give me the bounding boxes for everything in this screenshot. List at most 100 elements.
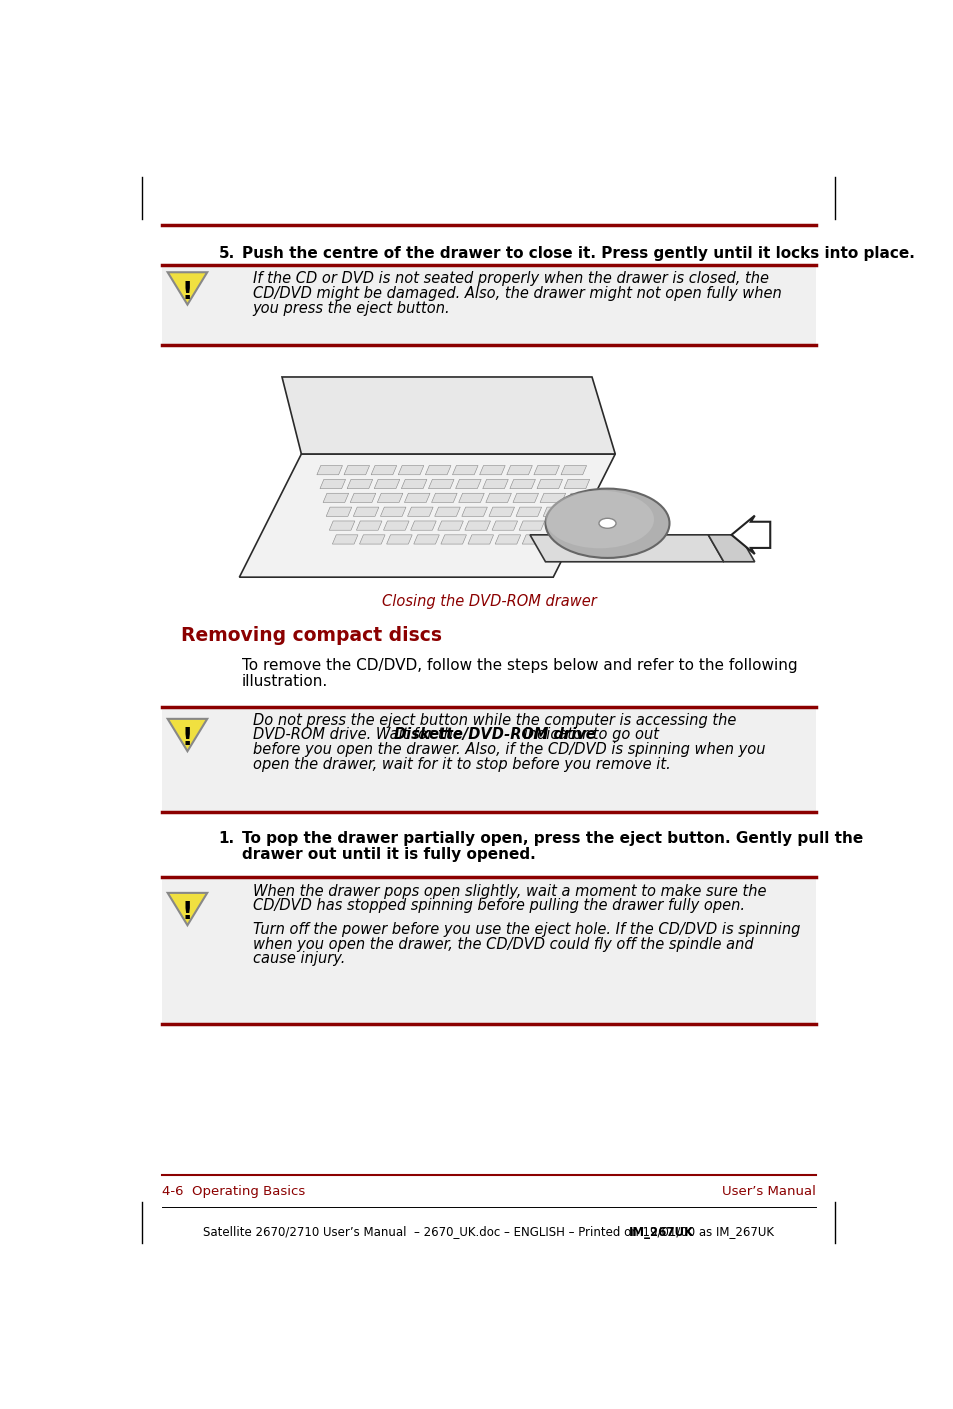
Polygon shape (567, 493, 592, 503)
Polygon shape (425, 465, 451, 475)
Text: cause injury.: cause injury. (253, 951, 345, 967)
Polygon shape (332, 535, 357, 544)
Text: If the CD or DVD is not seated properly when the drawer is closed, the: If the CD or DVD is not seated properly … (253, 272, 768, 286)
Polygon shape (350, 493, 375, 503)
Text: Push the centre of the drawer to close it. Press gently until it locks into plac: Push the centre of the drawer to close i… (241, 247, 914, 261)
Text: 1.: 1. (218, 831, 234, 847)
Polygon shape (168, 272, 207, 304)
Polygon shape (329, 521, 355, 530)
Polygon shape (479, 465, 505, 475)
Text: Satellite 2670/2710 User’s Manual  – 2670_UK.doc – ENGLISH – Printed on 19/01/00: Satellite 2670/2710 User’s Manual – 2670… (203, 1226, 774, 1239)
Polygon shape (323, 493, 348, 503)
Polygon shape (516, 507, 541, 516)
Polygon shape (534, 465, 558, 475)
Polygon shape (359, 535, 385, 544)
Polygon shape (560, 465, 586, 475)
Text: 5.: 5. (218, 247, 234, 261)
Polygon shape (344, 465, 369, 475)
Text: Do not press the eject button while the computer is accessing the: Do not press the eject button while the … (253, 713, 735, 727)
Polygon shape (518, 521, 544, 530)
Polygon shape (488, 507, 514, 516)
Text: To pop the drawer partially open, press the eject button. Gently pull the: To pop the drawer partially open, press … (241, 831, 862, 847)
Polygon shape (410, 521, 436, 530)
Polygon shape (495, 535, 520, 544)
Polygon shape (509, 479, 535, 489)
Ellipse shape (545, 490, 654, 548)
Polygon shape (407, 507, 433, 516)
Polygon shape (428, 479, 454, 489)
Polygon shape (482, 479, 508, 489)
Polygon shape (397, 465, 423, 475)
Polygon shape (239, 454, 615, 578)
Polygon shape (168, 719, 207, 751)
Ellipse shape (545, 489, 669, 558)
Polygon shape (316, 465, 342, 475)
Text: Turn off the power before you use the eject hole. If the CD/DVD is spinning: Turn off the power before you use the ej… (253, 921, 799, 937)
Polygon shape (570, 507, 596, 516)
Polygon shape (383, 521, 409, 530)
Polygon shape (485, 493, 511, 503)
Polygon shape (492, 521, 517, 530)
Text: To remove the CD/DVD, follow the steps below and refer to the following: To remove the CD/DVD, follow the steps b… (241, 658, 797, 674)
Polygon shape (542, 507, 568, 516)
Text: indicator to go out: indicator to go out (518, 727, 659, 743)
Polygon shape (539, 493, 565, 503)
Text: when you open the drawer, the CD/DVD could fly off the spindle and: when you open the drawer, the CD/DVD cou… (253, 937, 752, 951)
FancyBboxPatch shape (162, 878, 815, 1024)
Polygon shape (386, 535, 412, 544)
Text: CD/DVD has stopped spinning before pulling the drawer fully open.: CD/DVD has stopped spinning before pulli… (253, 899, 743, 913)
Polygon shape (168, 893, 207, 926)
Ellipse shape (598, 519, 616, 528)
Text: !: ! (182, 900, 193, 924)
Polygon shape (353, 507, 378, 516)
Polygon shape (546, 521, 571, 530)
Polygon shape (431, 493, 456, 503)
Polygon shape (377, 493, 402, 503)
Polygon shape (326, 507, 352, 516)
Polygon shape (380, 507, 406, 516)
Polygon shape (464, 521, 490, 530)
FancyBboxPatch shape (162, 265, 815, 345)
Polygon shape (456, 479, 480, 489)
Polygon shape (573, 521, 598, 530)
Polygon shape (537, 479, 562, 489)
Text: illustration.: illustration. (241, 674, 328, 689)
Polygon shape (401, 479, 427, 489)
Text: before you open the drawer. Also, if the CD/DVD is spinning when you: before you open the drawer. Also, if the… (253, 743, 764, 757)
FancyBboxPatch shape (162, 706, 815, 812)
Polygon shape (371, 465, 396, 475)
Polygon shape (458, 493, 484, 503)
Polygon shape (530, 535, 723, 562)
Polygon shape (707, 535, 754, 562)
Text: drawer out until it is fully opened.: drawer out until it is fully opened. (241, 847, 535, 862)
Text: open the drawer, wait for it to stop before you remove it.: open the drawer, wait for it to stop bef… (253, 757, 670, 772)
Polygon shape (468, 535, 493, 544)
Text: CD/DVD might be damaged. Also, the drawer might not open fully when: CD/DVD might be damaged. Also, the drawe… (253, 286, 781, 302)
Polygon shape (440, 535, 466, 544)
Polygon shape (319, 479, 345, 489)
Polygon shape (356, 521, 381, 530)
Text: Removing compact discs: Removing compact discs (181, 627, 442, 645)
Polygon shape (347, 479, 373, 489)
Text: DVD-ROM drive. Wait for the: DVD-ROM drive. Wait for the (253, 727, 466, 743)
Polygon shape (435, 507, 459, 516)
Text: IM_267UK: IM_267UK (628, 1226, 694, 1239)
Polygon shape (404, 493, 430, 503)
Polygon shape (374, 479, 399, 489)
Text: Closing the DVD-ROM drawer: Closing the DVD-ROM drawer (381, 595, 596, 609)
Polygon shape (513, 493, 537, 503)
Polygon shape (506, 465, 532, 475)
Polygon shape (414, 535, 439, 544)
Polygon shape (576, 535, 601, 544)
Polygon shape (563, 479, 589, 489)
Polygon shape (461, 507, 487, 516)
Text: When the drawer pops open slightly, wait a moment to make sure the: When the drawer pops open slightly, wait… (253, 883, 765, 899)
Text: User’s Manual: User’s Manual (721, 1185, 815, 1199)
Text: 4-6  Operating Basics: 4-6 Operating Basics (162, 1185, 305, 1199)
Polygon shape (731, 516, 769, 554)
Text: you press the eject button.: you press the eject button. (253, 300, 450, 316)
Text: Diskette/DVD-ROM drive: Diskette/DVD-ROM drive (394, 727, 595, 743)
Polygon shape (437, 521, 463, 530)
Polygon shape (521, 535, 547, 544)
Polygon shape (282, 378, 615, 454)
